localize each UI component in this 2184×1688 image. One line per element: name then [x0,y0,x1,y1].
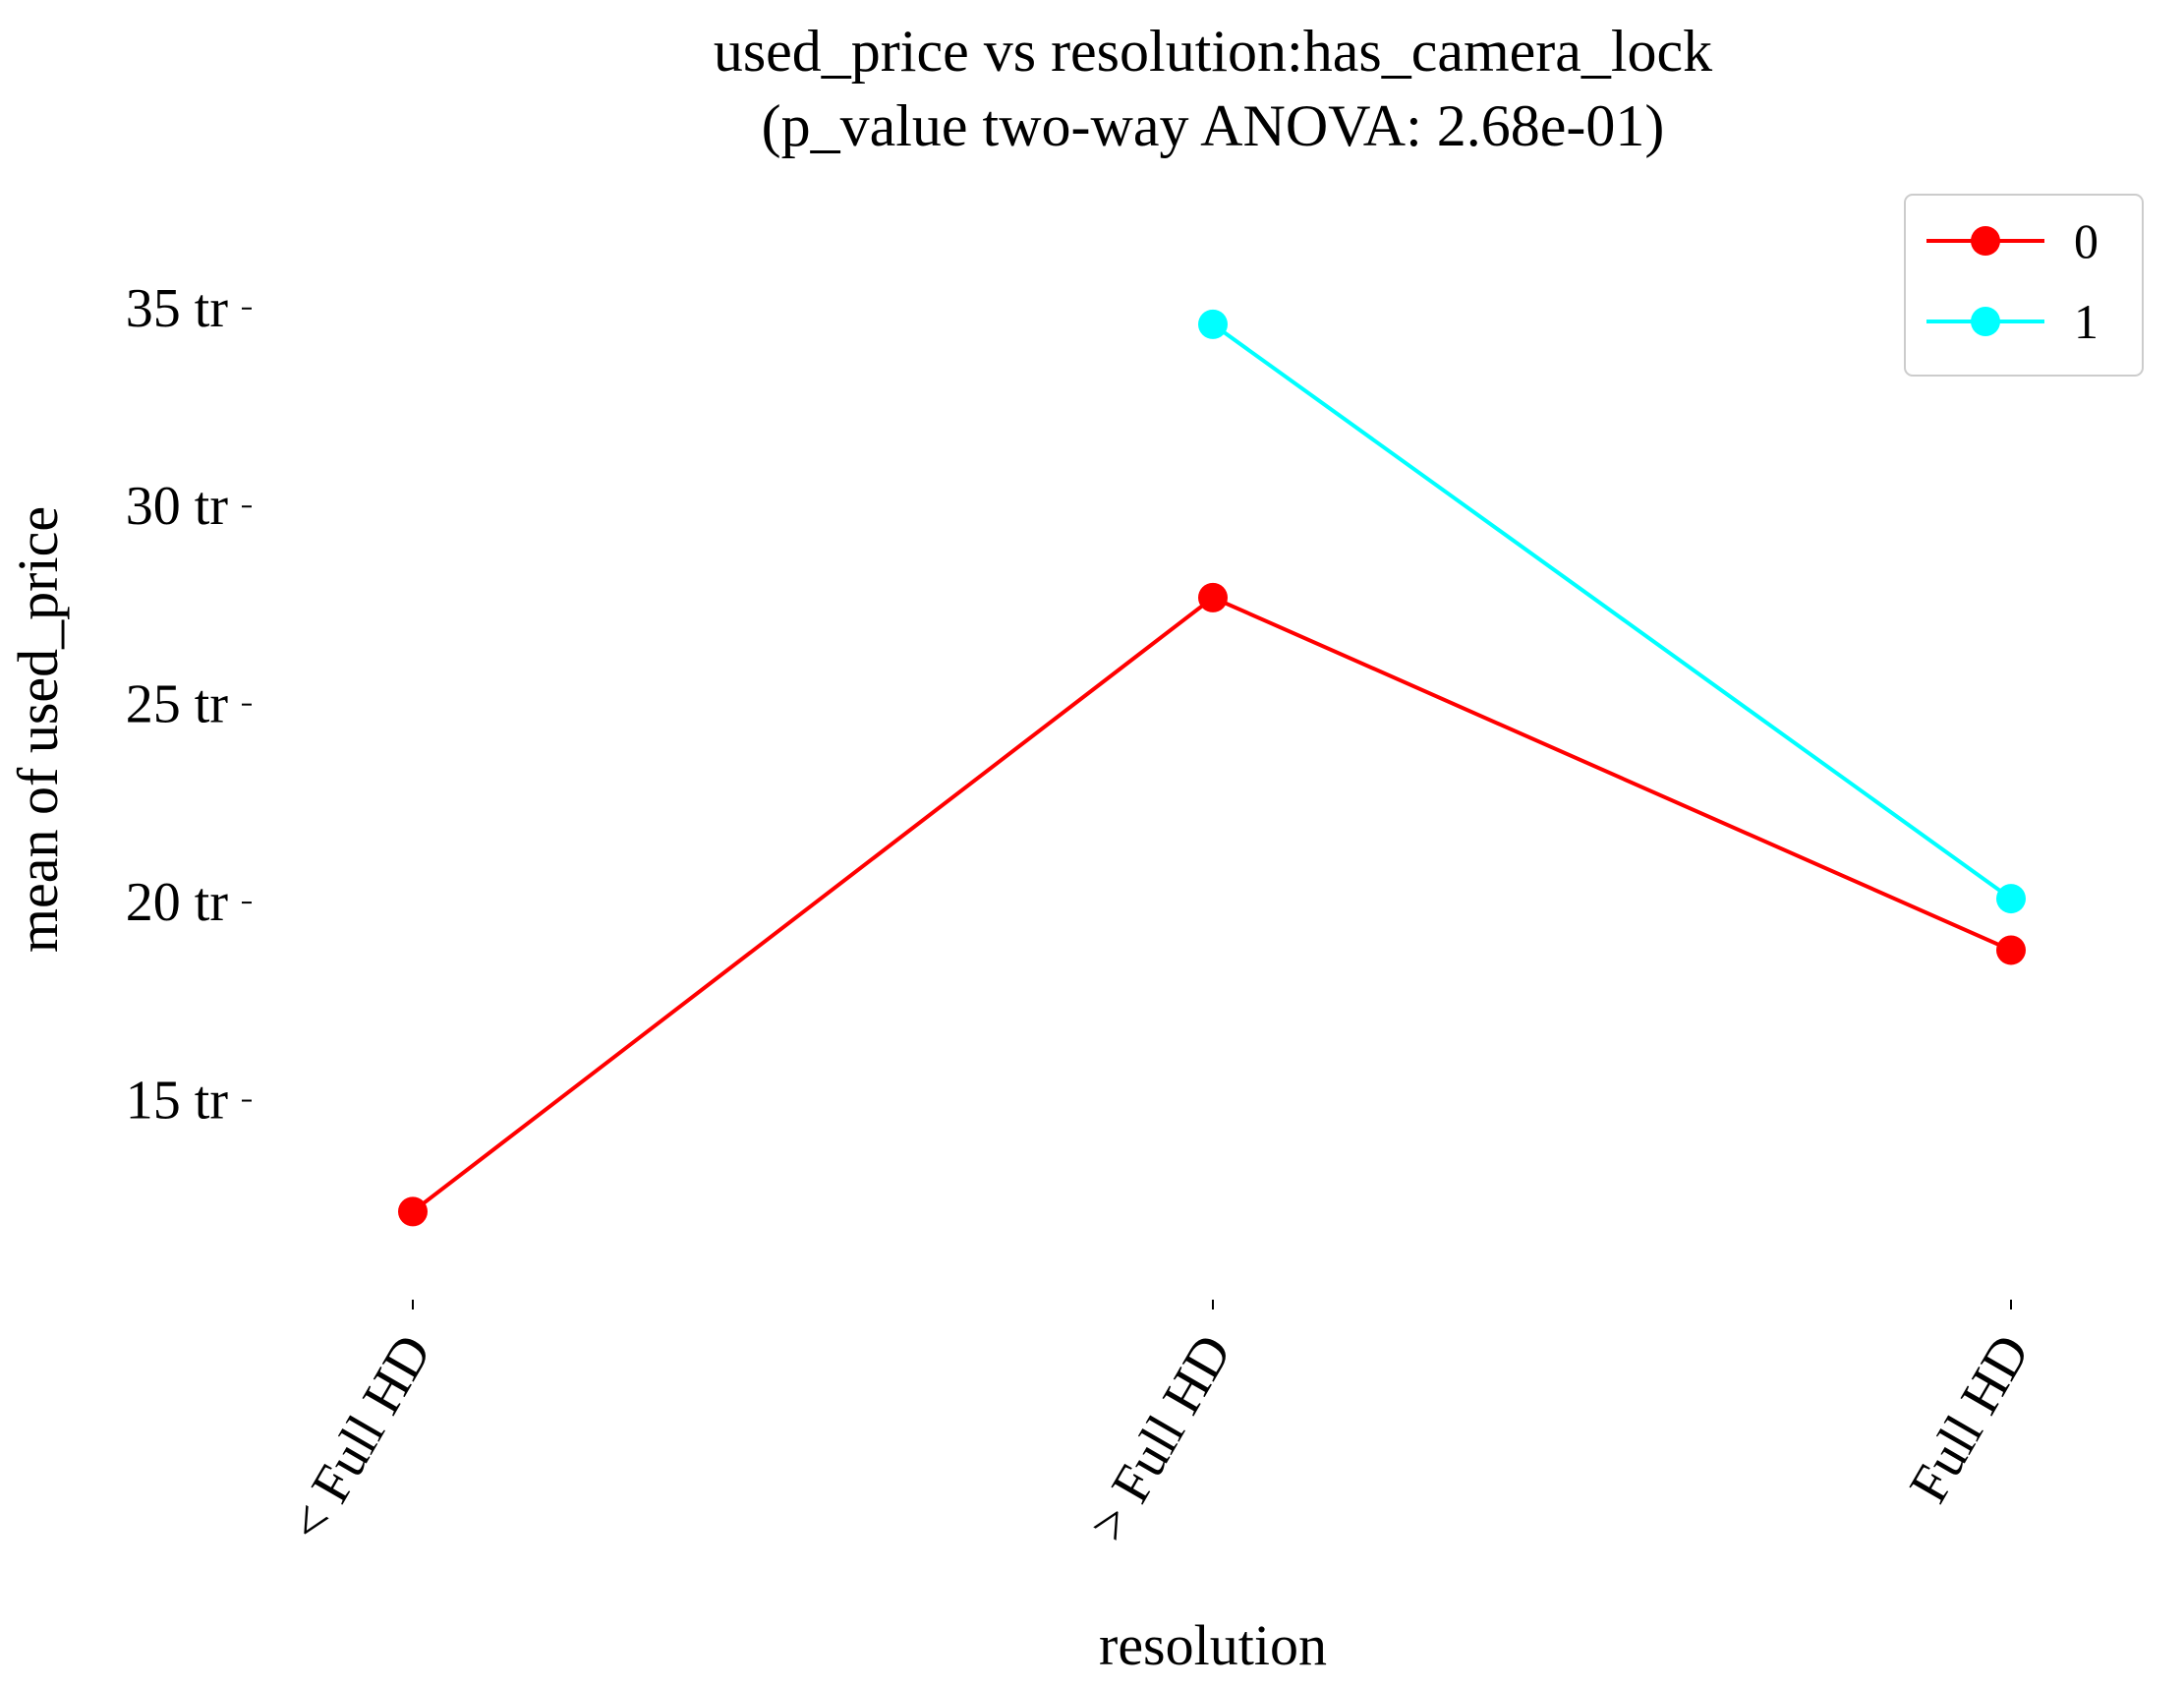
x-axis: < Full HD > Full HD Full HD [277,1300,2041,1551]
y-tick-label: 35 tr [126,278,229,339]
y-tick-label: 20 tr [126,872,229,933]
x-axis-title: resolution [1099,1613,1327,1677]
x-tick-label: > Full HD [1077,1325,1243,1552]
data-point [1198,582,1228,612]
legend-label: 0 [2074,213,2098,268]
legend-item-1: 1 [1926,294,2098,349]
series-1 [1198,309,2026,914]
legend-frame [1904,194,2144,377]
series-line [1211,322,2013,901]
y-axis: 15 tr 20 tr 25 tr 30 tr 35 tr [126,278,252,1132]
series-0 [398,582,2026,1227]
data-point [1996,935,2026,965]
legend-marker [1971,307,2000,336]
x-tick-label: Full HD [1898,1325,2041,1513]
chart-title: used_price vs resolution:has_camera_lock [714,19,1712,84]
series-layer [398,309,2026,1227]
legend-item-0: 0 [1926,213,2098,268]
series-line [411,595,2012,1213]
y-axis-title: mean of used_price [6,506,70,953]
y-tick-label: 30 tr [126,476,229,537]
legend-label: 1 [2074,294,2098,349]
data-point [1198,309,1228,339]
y-tick-label: 25 tr [126,674,229,735]
legend: 01 [1904,194,2144,377]
data-point [398,1196,428,1227]
legend-marker [1971,226,2000,256]
y-tick-label: 15 tr [126,1071,229,1132]
x-tick-label: < Full HD [277,1325,443,1552]
data-point [1996,884,2026,914]
chart-subtitle: (p_value two-way ANOVA: 2.68e-01) [762,93,1665,158]
